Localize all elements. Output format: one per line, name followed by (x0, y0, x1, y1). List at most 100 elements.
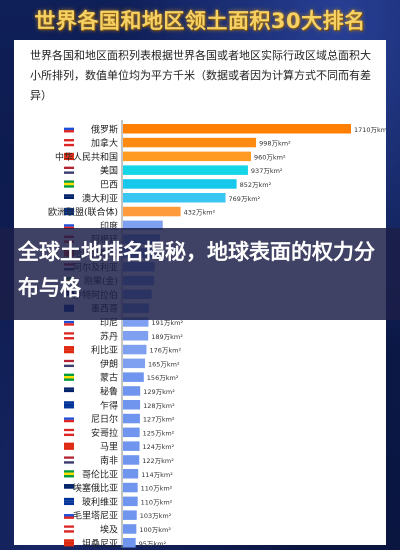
bar (123, 455, 140, 465)
category-label: 美国 (100, 165, 118, 177)
bar (123, 413, 140, 424)
value-label: 852万km² (240, 181, 272, 189)
category-label: 尼日尔 (91, 413, 118, 425)
value-label: 114万km² (141, 471, 173, 479)
bar (123, 151, 251, 162)
category-label: 中华人民共和国 (55, 151, 118, 163)
bar (123, 124, 351, 134)
value-label: 110万km² (141, 498, 173, 506)
value-label: 127万km² (143, 416, 175, 424)
category-label: 伊朗 (100, 358, 118, 370)
category-label: 澳大利亚 (82, 192, 118, 204)
bar (123, 482, 138, 493)
bar (123, 510, 137, 520)
bar (123, 496, 138, 507)
bar (123, 193, 226, 203)
bar (123, 206, 181, 217)
flag-icon (64, 125, 74, 133)
flag-icon (64, 497, 74, 506)
flag-icon (64, 484, 74, 492)
bar (123, 469, 139, 479)
value-label: 1710万km² (354, 126, 386, 134)
value-label: 95万km² (139, 540, 167, 548)
flag-icon (64, 470, 74, 478)
flag-icon (64, 332, 74, 340)
chart-description: 世界各国和地区面积列表根据世界各国或者地区实际行政区域总面积大小所排列，数值单位… (30, 49, 371, 102)
flag-icon (64, 180, 74, 188)
flag-icon (64, 359, 74, 368)
category-label: 埃及 (100, 523, 118, 535)
headline-overlay (0, 228, 400, 320)
value-label: 769万km² (229, 195, 261, 203)
value-label: 125万km² (143, 429, 175, 437)
bar (123, 165, 248, 175)
flag-icon (64, 346, 74, 354)
flag-icon (64, 387, 74, 395)
value-label: 156万km² (147, 374, 179, 382)
category-label: 加拿大 (91, 137, 118, 149)
category-label: 玻利维亚 (82, 496, 118, 508)
bar (123, 400, 141, 410)
value-label: 128万km² (143, 402, 175, 410)
category-label: 俄罗斯 (91, 123, 118, 135)
category-label: 马里 (100, 442, 118, 453)
category-label: 欧洲联盟(联合体) (48, 206, 118, 218)
bar-chart: 俄罗斯 1710万km² 加拿大 998万km² 中华人民共和国 960万km² 美国 937… (48, 120, 386, 548)
value-label: 960万km² (254, 153, 286, 161)
value-label: 124万km² (143, 443, 175, 451)
category-label: 利比亚 (91, 344, 118, 356)
headline-text: 全球土地排名揭秘，地球表面的权力分布与格 (18, 234, 388, 306)
bar (123, 441, 140, 451)
flag-icon (64, 401, 74, 409)
flag-icon (64, 415, 74, 423)
value-label: 100万km² (139, 526, 171, 534)
value-label: 191万km² (151, 319, 183, 327)
value-label: 122万km² (142, 457, 174, 465)
bar (123, 427, 140, 438)
flag-icon (64, 373, 74, 381)
value-label: 110万km² (141, 485, 173, 493)
category-label: 坦桑尼亚 (82, 538, 118, 548)
flag-icon (64, 208, 74, 216)
flag-icon (64, 511, 74, 519)
value-label: 189万km² (151, 333, 183, 341)
value-label: 998万km² (259, 140, 291, 148)
flag-icon (64, 525, 74, 533)
value-label: 129万km² (143, 388, 175, 396)
flag-icon (64, 166, 74, 174)
bar (123, 220, 163, 231)
value-label: 103万km² (140, 512, 172, 520)
bar (123, 317, 149, 327)
page-title: 世界各国和地区领土面积30大排名 (34, 9, 366, 33)
value-label: 165万km² (148, 360, 180, 368)
bar (123, 524, 137, 534)
bar (123, 386, 141, 396)
flag-icon (64, 456, 74, 464)
bar (123, 344, 147, 355)
headline-label: 全球土地排名揭秘，地球表面的权力分布与格 (18, 240, 375, 300)
flag-icon (64, 152, 74, 161)
flag-icon (64, 221, 74, 230)
value-label: 937万km² (251, 167, 283, 175)
bar (123, 538, 136, 548)
category-label: 苏丹 (100, 330, 118, 342)
flag-icon (64, 428, 74, 437)
category-label: 南非 (100, 454, 118, 466)
bar (123, 331, 149, 341)
bar (123, 372, 144, 382)
category-label: 安哥拉 (91, 427, 118, 439)
bar (123, 358, 145, 369)
bar (123, 137, 257, 148)
value-label: 432万km² (184, 209, 216, 217)
category-label: 蒙古 (100, 372, 118, 384)
flag-icon (64, 139, 74, 147)
flag-icon (64, 194, 74, 202)
value-label: 176万km² (149, 347, 181, 355)
category-label: 秘鲁 (100, 385, 118, 397)
flag-icon (64, 442, 74, 450)
category-label: 巴西 (100, 179, 118, 190)
flag-icon (64, 539, 74, 547)
category-label: 乍得 (100, 399, 118, 411)
category-label: 哥伦比亚 (82, 468, 118, 480)
category-label: 埃塞俄比亚 (73, 482, 118, 494)
